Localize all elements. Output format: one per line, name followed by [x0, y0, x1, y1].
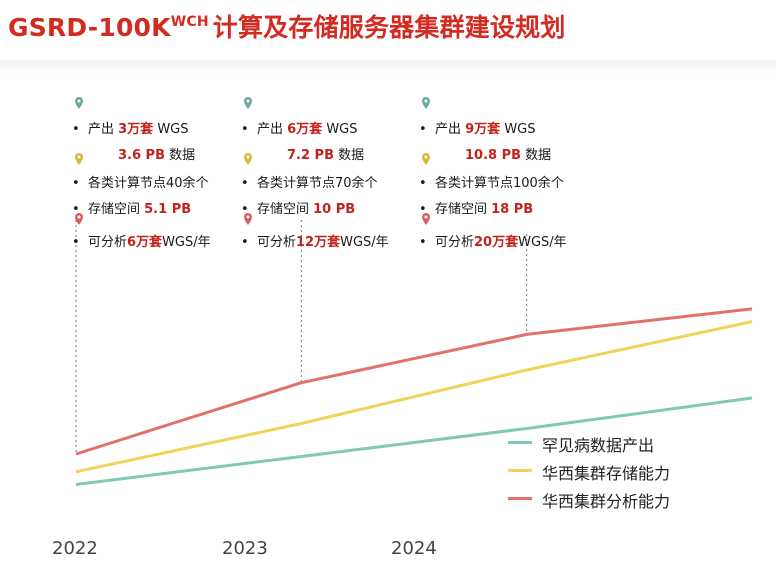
data-size-line: 3.6 PB 数据: [118, 148, 196, 163]
legend-item: 华西集群分析能力: [508, 488, 748, 511]
compute-nodes-line: • 各类计算节点40余个: [72, 176, 209, 191]
location-pin-icon: [244, 213, 252, 225]
analysis-line: • 可分析6万套WGS/年: [72, 235, 211, 250]
storage-line: • 存储空间 5.1 PB: [72, 202, 192, 217]
year-guide-lines: [75, 220, 528, 454]
compute-nodes-line: • 各类计算节点100余个: [419, 176, 564, 191]
chart-series: [75, 307, 753, 486]
legend-item: 华西集群存储能力: [508, 460, 748, 483]
legend-swatch: [508, 469, 532, 472]
series-line-0: [75, 396, 753, 486]
legend-item: 罕见病数据产出: [508, 432, 748, 455]
data-size-line: 7.2 PB 数据: [287, 148, 365, 163]
series-line-2: [75, 307, 753, 456]
legend-label: 华西集群分析能力: [542, 492, 671, 511]
data-size-line: 10.8 PB 数据: [465, 148, 552, 163]
location-pin-icon: [75, 153, 83, 165]
location-pin-icon: [422, 153, 430, 165]
legend-swatch: [508, 497, 532, 500]
storage-line: • 存储空间 10 PB: [241, 202, 356, 217]
location-pin-icon: [244, 153, 252, 165]
storage-line: • 存储空间 18 PB: [419, 202, 534, 217]
legend-label: 华西集群存储能力: [542, 464, 671, 483]
location-pin-icon: [422, 97, 430, 109]
title-superscript: WCH: [170, 14, 209, 30]
location-pin-icon: [422, 213, 430, 225]
output-line: • 产出 9万套 WGS: [419, 122, 536, 137]
analysis-line: • 可分析12万套WGS/年: [241, 235, 389, 250]
analysis-line: • 可分析20万套WGS/年: [419, 235, 567, 250]
legend-label: 罕见病数据产出: [542, 436, 655, 455]
legend-swatch: [508, 441, 532, 444]
output-line: • 产出 6万套 WGS: [241, 122, 358, 137]
series-line-1: [75, 320, 753, 474]
page-title: GSRD-100KWCH 计算及存储服务器集群建设规划: [8, 8, 566, 48]
output-line: • 产出 3万套 WGS: [72, 122, 189, 137]
location-pin-icon: [244, 97, 252, 109]
x-tick-label: 2023: [222, 538, 268, 559]
x-tick-label: 2022: [52, 538, 98, 559]
header-divider: [0, 60, 776, 74]
x-tick-label: 2024: [391, 538, 437, 559]
location-pin-icon: [75, 213, 83, 225]
location-pin-icon: [75, 97, 83, 109]
title-rest: 计算及存储服务器集群建设规划: [212, 13, 566, 42]
compute-nodes-line: • 各类计算节点70余个: [241, 176, 378, 191]
title-main: GSRD-100K: [8, 13, 171, 42]
